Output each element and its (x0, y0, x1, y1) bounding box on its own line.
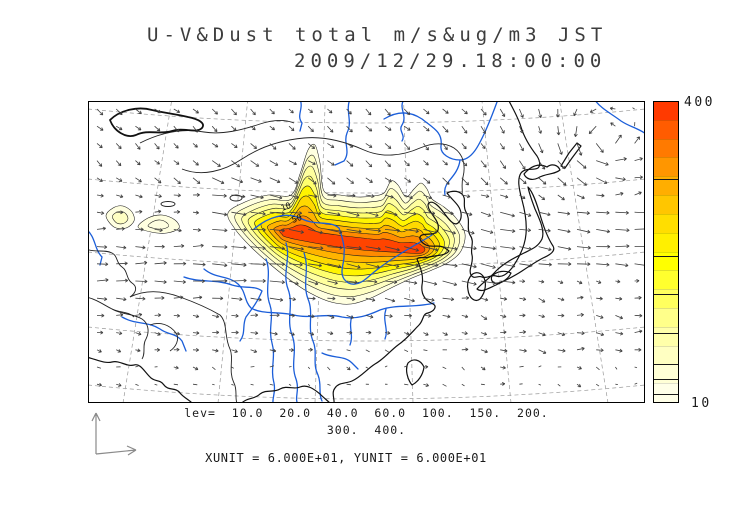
colorbar-level-tick (654, 255, 678, 257)
chart-title: U-V&Dust total m/s&ug/m3 JST (147, 24, 608, 46)
colorbar-band (654, 138, 678, 158)
border-line (129, 291, 238, 403)
colorbar-min-label: 10 (691, 396, 712, 411)
colorbar-level-tick (654, 363, 678, 365)
river-pearl (321, 352, 359, 370)
river (400, 101, 405, 142)
wind-arrow-field (96, 106, 645, 388)
border-line (139, 120, 295, 144)
colorbar-band (654, 102, 678, 120)
island-hokkaido (523, 164, 561, 180)
colorbar-level-tick (654, 178, 678, 180)
border-line (181, 137, 465, 195)
axis-indicator (91, 412, 137, 456)
river-ganges (121, 316, 187, 352)
colorbar-band (654, 232, 678, 252)
coast-indochina (241, 385, 331, 403)
colorbar-band (654, 119, 678, 139)
colorbar-band (654, 289, 678, 308)
colorbar-band (654, 157, 678, 177)
contour-label: 10 (280, 201, 293, 214)
colorbar-band (654, 364, 678, 384)
vector-units-label: XUNIT = 6.000E+01, YUNIT = 6.000E+01 (205, 451, 487, 465)
chart-timestamp: 2009/12/29.18:00:00 (294, 50, 607, 72)
border-line (88, 249, 137, 298)
colorbar-band (654, 195, 678, 214)
island-taiwan (406, 359, 425, 386)
river (443, 159, 461, 196)
colorbar-band (654, 326, 678, 346)
colorbar (653, 101, 679, 403)
colorbar-band (654, 176, 678, 196)
axis-arrows (91, 412, 137, 456)
island-honshu (476, 186, 555, 292)
river (594, 101, 645, 135)
lake (160, 201, 176, 207)
colorbar-level-tick (654, 332, 678, 334)
river-amur (383, 101, 498, 161)
colorbar-band (654, 213, 678, 233)
lake-loop (109, 107, 204, 137)
colorbar-band (654, 307, 678, 327)
dust-contour-fill (147, 219, 169, 230)
colorbar-band (654, 251, 678, 271)
river-yellow (253, 214, 433, 285)
colorbar-band (654, 345, 678, 365)
colorbar-level-tick (654, 394, 678, 396)
colorbar-max-label: 400 (684, 95, 715, 110)
river (303, 252, 323, 402)
y-axis-arrow (91, 412, 101, 454)
coast-continent (332, 101, 541, 403)
colorbar-band (654, 270, 678, 290)
colorbar-level-tick (654, 294, 678, 296)
wind-vectors (96, 106, 645, 388)
contour-levels-label-2: 300. 400. (326, 423, 407, 437)
dust-contour-fill (279, 224, 426, 254)
map-frame (88, 101, 645, 403)
river-brahmaputra (183, 276, 263, 342)
river (384, 308, 387, 340)
coast-bengal (88, 356, 193, 403)
contour-levels-label: lev= 10.0 20.0 40.0 60.0 100. 150. 200. (184, 406, 549, 420)
river (334, 101, 351, 166)
contour-label: 50 (291, 213, 304, 226)
x-axis-arrow (95, 445, 137, 456)
island-kyushu (467, 272, 486, 301)
colorbar-band (654, 383, 678, 402)
border-line (111, 308, 149, 360)
colorbar-level-tick (654, 378, 678, 380)
lake (229, 194, 243, 202)
